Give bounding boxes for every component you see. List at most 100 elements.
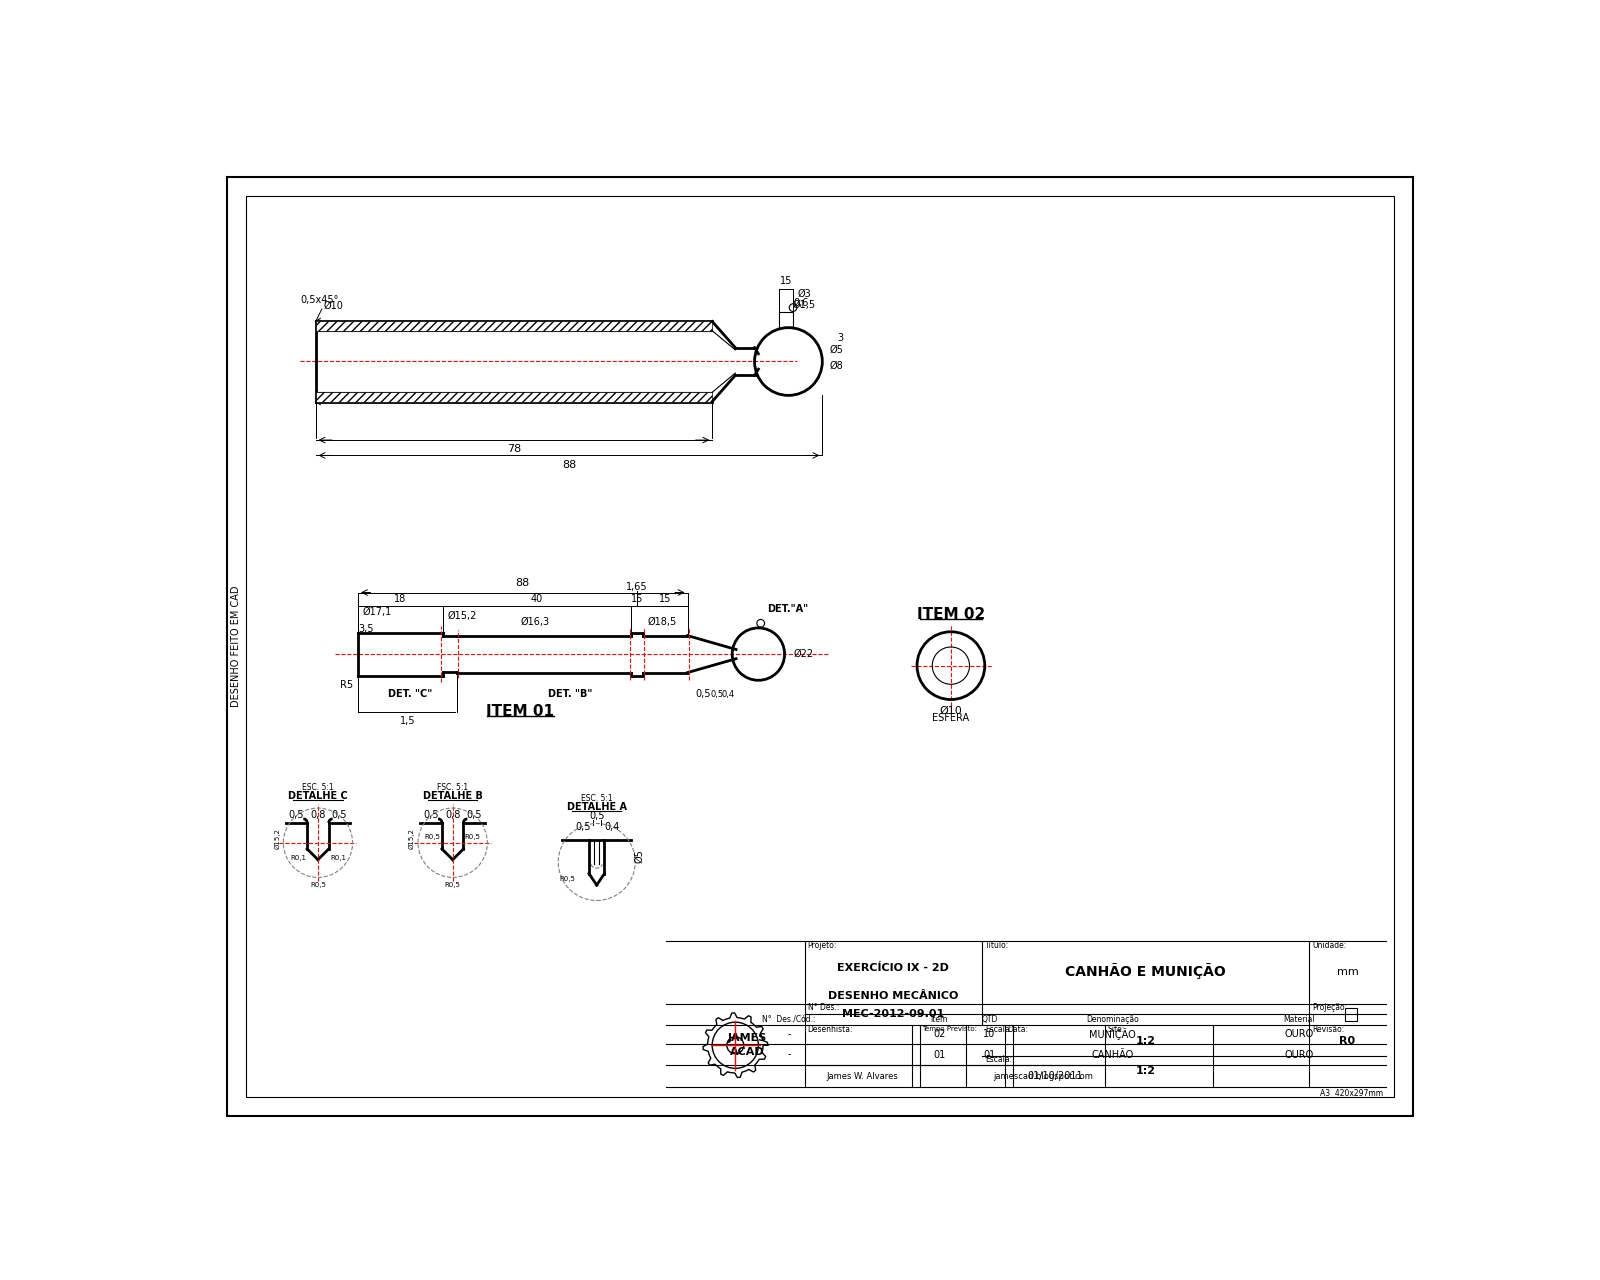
Text: Ø5: Ø5 bbox=[830, 344, 843, 355]
Text: 0,5: 0,5 bbox=[696, 689, 710, 699]
Text: 0,5: 0,5 bbox=[574, 822, 590, 832]
Text: 1,65: 1,65 bbox=[626, 582, 648, 593]
Text: Ø17,1: Ø17,1 bbox=[363, 607, 392, 617]
Text: 01/10/2011: 01/10/2011 bbox=[1027, 1071, 1083, 1082]
Text: 0,5: 0,5 bbox=[710, 690, 723, 699]
Text: Ø3: Ø3 bbox=[798, 289, 811, 298]
Text: Título:: Título: bbox=[984, 941, 1010, 951]
Text: FSC. 5:1: FSC. 5:1 bbox=[437, 783, 469, 792]
Text: DET."A": DET."A" bbox=[766, 604, 808, 614]
Text: 0,6: 0,6 bbox=[794, 298, 808, 308]
Text: 18: 18 bbox=[394, 594, 406, 604]
Text: QTD: QTD bbox=[981, 1015, 997, 1024]
Text: 02: 02 bbox=[933, 1029, 946, 1039]
Text: ESC. 5:1: ESC. 5:1 bbox=[581, 794, 613, 803]
Text: DESENHO MECÂNICO: DESENHO MECÂNICO bbox=[827, 991, 958, 1001]
Text: MUNIÇÃO: MUNIÇÃO bbox=[1090, 1029, 1136, 1041]
Text: 3,5: 3,5 bbox=[358, 625, 373, 635]
Text: 01: 01 bbox=[984, 1050, 995, 1060]
Text: 15: 15 bbox=[659, 594, 672, 604]
Text: CANHÃO E MUNIÇÃO: CANHÃO E MUNIÇÃO bbox=[1066, 963, 1226, 979]
Text: 1:2: 1:2 bbox=[1136, 1066, 1155, 1076]
Text: DETALHE C: DETALHE C bbox=[288, 791, 347, 801]
Text: 15: 15 bbox=[779, 276, 792, 287]
Text: -: - bbox=[787, 1050, 790, 1060]
Text: 01: 01 bbox=[933, 1050, 946, 1060]
Text: Ø5: Ø5 bbox=[634, 849, 645, 863]
Text: ITEM 02: ITEM 02 bbox=[917, 607, 986, 622]
Text: 78: 78 bbox=[507, 444, 522, 454]
Text: Projeção:: Projeção: bbox=[1312, 1004, 1347, 1012]
Text: 0,5: 0,5 bbox=[288, 810, 304, 820]
Text: R0,1: R0,1 bbox=[330, 855, 346, 861]
Text: CANHÃO: CANHÃO bbox=[1091, 1050, 1134, 1060]
Text: 1:2: 1:2 bbox=[1136, 1036, 1155, 1046]
Text: 0,4: 0,4 bbox=[605, 822, 619, 832]
Text: jamescad.blogspot.com: jamescad.blogspot.com bbox=[994, 1071, 1093, 1080]
Text: Material: Material bbox=[1283, 1015, 1315, 1024]
Text: 0,8: 0,8 bbox=[310, 810, 326, 820]
Text: Desenhista:: Desenhista: bbox=[808, 1024, 853, 1033]
Text: Tempo Previsto:: Tempo Previsto: bbox=[923, 1027, 978, 1032]
Text: R0,5: R0,5 bbox=[445, 882, 461, 888]
Text: 88: 88 bbox=[515, 579, 530, 589]
Text: Ø1,5: Ø1,5 bbox=[794, 300, 816, 310]
Text: 15: 15 bbox=[630, 594, 643, 604]
Text: 0,4: 0,4 bbox=[722, 690, 734, 699]
Text: 40: 40 bbox=[531, 594, 542, 604]
Text: N°  Des./Cód.:: N° Des./Cód.: bbox=[763, 1015, 816, 1024]
Text: R0: R0 bbox=[1339, 1036, 1355, 1046]
Text: 0,5x45°: 0,5x45° bbox=[301, 294, 339, 305]
Bar bbox=[1346, 1009, 1357, 1020]
Text: DETALHE A: DETALHE A bbox=[566, 801, 627, 812]
Text: Ø15,2: Ø15,2 bbox=[274, 828, 280, 850]
Text: A3  420x297mm: A3 420x297mm bbox=[1320, 1088, 1382, 1097]
Text: 3: 3 bbox=[838, 333, 843, 343]
Text: R0,1: R0,1 bbox=[290, 855, 306, 861]
Text: R0,5: R0,5 bbox=[310, 882, 326, 888]
Text: R5: R5 bbox=[339, 680, 354, 690]
Text: 10: 10 bbox=[984, 1029, 995, 1039]
Text: R0,5: R0,5 bbox=[560, 876, 576, 882]
Text: Ø15,2: Ø15,2 bbox=[410, 828, 414, 850]
Text: R0,5: R0,5 bbox=[464, 833, 480, 840]
Text: Ø16,3: Ø16,3 bbox=[520, 617, 550, 627]
Text: 0,5: 0,5 bbox=[467, 810, 482, 820]
Text: Ø22: Ø22 bbox=[794, 649, 814, 659]
Text: N° Des.:: N° Des.: bbox=[808, 1004, 838, 1012]
Text: 1,5: 1,5 bbox=[400, 716, 414, 726]
Text: OURO: OURO bbox=[1285, 1050, 1314, 1060]
Text: Ø18,5: Ø18,5 bbox=[648, 617, 677, 627]
Text: Ø15,2: Ø15,2 bbox=[448, 611, 477, 621]
Text: Denominação: Denominação bbox=[1086, 1015, 1139, 1024]
Text: Escala:: Escala: bbox=[984, 1024, 1011, 1033]
Text: ESFERA: ESFERA bbox=[933, 713, 970, 723]
Text: Escala:: Escala: bbox=[984, 1056, 1011, 1065]
Text: 0,5: 0,5 bbox=[589, 810, 605, 820]
Text: Item: Item bbox=[931, 1015, 949, 1024]
Text: Unidade:: Unidade: bbox=[1312, 941, 1346, 951]
Text: 0,5: 0,5 bbox=[331, 810, 347, 820]
Text: James W. Alvares: James W. Alvares bbox=[827, 1071, 898, 1080]
Text: Site:: Site: bbox=[1107, 1024, 1125, 1033]
Text: ESC. 5:1: ESC. 5:1 bbox=[302, 783, 334, 792]
Text: Data:: Data: bbox=[1006, 1024, 1029, 1033]
Text: DET. "C": DET. "C" bbox=[389, 689, 432, 699]
Text: EXERCÍCIO IX - 2D: EXERCÍCIO IX - 2D bbox=[837, 964, 949, 973]
Text: Ø10: Ø10 bbox=[323, 301, 344, 311]
Text: Projeto:: Projeto: bbox=[808, 941, 837, 951]
Polygon shape bbox=[315, 392, 712, 402]
Text: Ø8: Ø8 bbox=[830, 361, 843, 370]
Text: MEC-2012-09.01: MEC-2012-09.01 bbox=[842, 1010, 944, 1019]
Text: Ø10: Ø10 bbox=[939, 705, 962, 716]
Text: 0,8: 0,8 bbox=[445, 810, 461, 820]
Text: -: - bbox=[787, 1029, 790, 1039]
Text: ITEM 01: ITEM 01 bbox=[486, 704, 554, 719]
Text: R0,5: R0,5 bbox=[424, 833, 440, 840]
Text: DESENHO FEITO EM CAD: DESENHO FEITO EM CAD bbox=[232, 586, 242, 707]
Text: 0,5: 0,5 bbox=[424, 810, 438, 820]
Text: mm: mm bbox=[1336, 968, 1358, 977]
Text: JAMES: JAMES bbox=[728, 1033, 766, 1043]
Text: 88: 88 bbox=[562, 460, 576, 470]
Text: OURO: OURO bbox=[1285, 1029, 1314, 1039]
